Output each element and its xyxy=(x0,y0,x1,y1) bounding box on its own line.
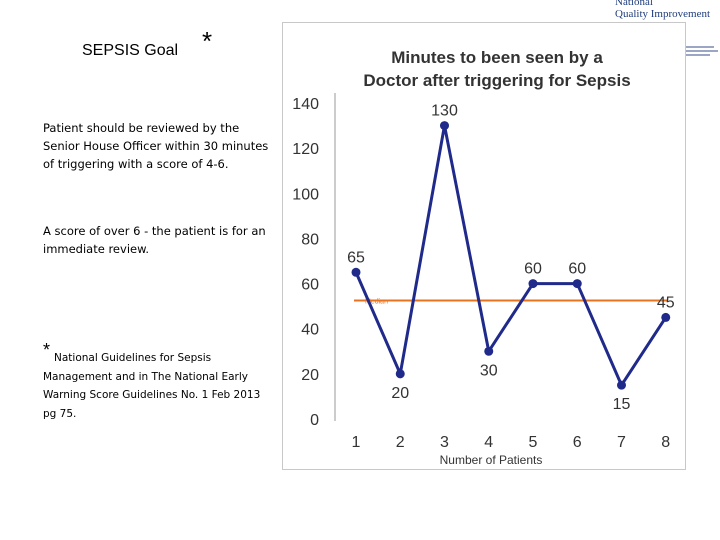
x-axis-title: Number of Patients xyxy=(440,453,543,467)
logo-line-1: National xyxy=(615,0,653,8)
x-tick-label: 3 xyxy=(440,434,449,451)
nqi-logo: National Quality Improvement xyxy=(612,0,720,26)
note-rest: Management and in The National Early War… xyxy=(43,370,261,420)
y-tick-label: 60 xyxy=(301,277,319,294)
series-line xyxy=(354,124,668,387)
small-logo-mark xyxy=(684,46,720,56)
data-point xyxy=(484,346,494,356)
chart-panel: Minutes to been seen by a Doctor after tr… xyxy=(282,22,686,470)
data-point xyxy=(440,121,449,131)
median-label: Median xyxy=(365,299,388,306)
data-point xyxy=(572,279,582,289)
data-point xyxy=(617,380,626,390)
y-tick-label: 100 xyxy=(292,186,319,203)
x-tick-label: 1 xyxy=(352,434,361,451)
x-tick-label: 7 xyxy=(617,434,626,451)
y-tick-label: 140 xyxy=(292,96,319,113)
chart-title-line-2: Doctor after triggering for Sepsis xyxy=(363,71,630,90)
y-tick-label: 0 xyxy=(310,412,319,429)
note-line-1: National Guidelines for Sepsis xyxy=(54,352,212,364)
y-tick-label: 20 xyxy=(301,367,319,384)
guidelines-note: National Guidelines for Sepsis Managemen… xyxy=(43,349,273,423)
data-label: 60 xyxy=(524,261,542,278)
data-label: 30 xyxy=(480,362,498,379)
x-tick-label: 4 xyxy=(484,434,493,451)
logo-line-2: Quality Improvement xyxy=(615,8,711,20)
y-tick-label: 120 xyxy=(292,141,319,158)
note-asterisk: * xyxy=(43,340,51,360)
line-chart: Minutes to been seen by a Doctor after tr… xyxy=(292,48,675,467)
data-label: 130 xyxy=(431,103,458,120)
goal-asterisk: * xyxy=(202,26,213,56)
data-point xyxy=(351,267,361,277)
y-tick-label: 40 xyxy=(301,322,319,339)
x-tick-label: 8 xyxy=(661,434,670,451)
data-point xyxy=(661,312,671,322)
review-paragraph: Patient should be reviewed by the Senior… xyxy=(43,121,269,171)
y-tick-label: 80 xyxy=(301,231,319,248)
data-point xyxy=(395,369,405,379)
x-tick-label: 5 xyxy=(529,434,538,451)
data-label: 20 xyxy=(391,385,409,402)
chart-title-line-1: Minutes to been seen by a xyxy=(391,48,603,67)
x-tick-label: 6 xyxy=(573,434,582,451)
data-point xyxy=(528,279,538,289)
data-label: 60 xyxy=(568,261,586,278)
goal-title: SEPSIS Goal xyxy=(82,42,179,59)
immediate-review-paragraph: A score of over 6 - the patient is for a… xyxy=(43,224,266,256)
data-label: 15 xyxy=(613,396,631,413)
data-label: 45 xyxy=(657,294,675,311)
data-label: 65 xyxy=(347,249,365,266)
x-tick-label: 2 xyxy=(396,434,405,451)
